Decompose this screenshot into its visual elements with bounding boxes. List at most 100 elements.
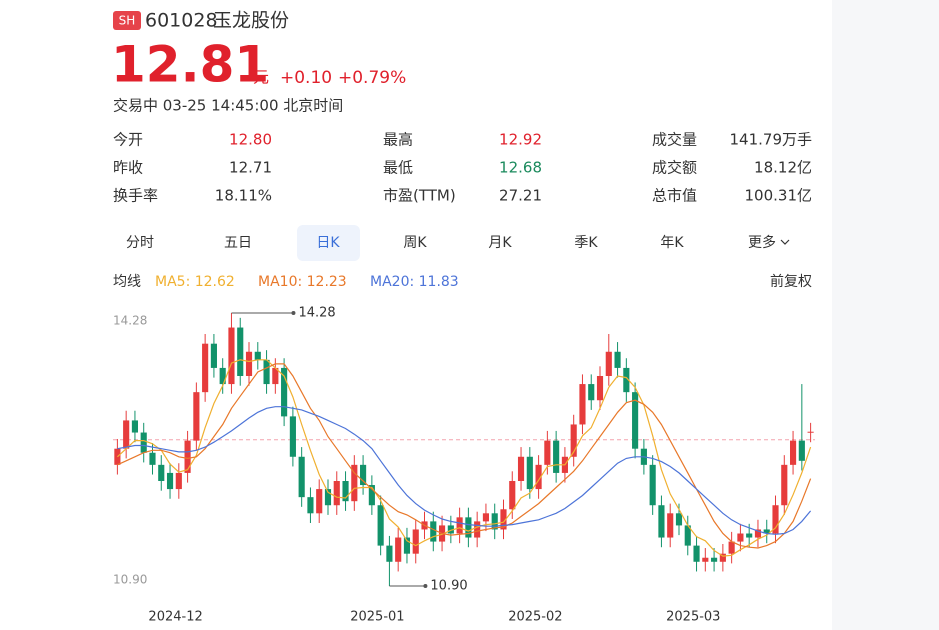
candle-body (623, 367, 630, 393)
stat-label: 市盈(TTM) (383, 187, 456, 205)
candle-body (430, 521, 437, 542)
candle-body (219, 367, 226, 385)
candle-body (254, 351, 261, 360)
candle-body (579, 384, 586, 425)
stat-value: 18.11% (215, 187, 272, 205)
price-unit: 元 (253, 68, 269, 87)
candle-body (263, 359, 270, 385)
candle-body (763, 529, 770, 534)
stat-label: 最高 (383, 131, 413, 149)
candle-body (719, 553, 726, 562)
candle-body (509, 481, 516, 510)
candle-body (123, 420, 130, 449)
candle-body (237, 327, 244, 376)
candle-body (228, 327, 235, 385)
stat-label: 总市值 (652, 187, 697, 205)
stat-label: 成交额 (652, 159, 697, 177)
y-tick-label: 14.28 (113, 314, 147, 328)
candle-body (482, 513, 490, 522)
tab[interactable]: 分时 (126, 235, 154, 251)
candle-body (184, 440, 191, 473)
candle-body (316, 489, 323, 514)
candle-body (500, 509, 507, 530)
legend-entry: MA10: 12.23 (258, 274, 347, 290)
candle-body (711, 557, 718, 562)
candle-body (605, 351, 612, 376)
candle-body (412, 529, 419, 554)
stat-label: 换手率 (113, 187, 158, 205)
stat-value: 18.12亿 (754, 159, 812, 177)
candle-body (544, 440, 551, 465)
tab[interactable]: 周K (403, 235, 427, 251)
candle-body (149, 452, 156, 465)
side-panel (832, 0, 939, 630)
candle-body (798, 440, 805, 461)
candle-body (158, 464, 165, 481)
market: SH (119, 14, 136, 28)
candle-body (245, 351, 253, 376)
ma-line (116, 359, 812, 557)
candle-body (535, 464, 542, 490)
candle-body (596, 376, 604, 401)
candle-body (553, 440, 560, 473)
candle-body (588, 384, 595, 401)
stat-value: 141.79万手 (730, 131, 813, 149)
candle-body (368, 485, 375, 506)
candle-body (491, 513, 498, 530)
candle-body (614, 351, 621, 368)
trade-status: 交易中 03-25 14:45:00 北京时间 (113, 97, 343, 115)
candle-body (465, 517, 472, 538)
high-marker-dot (291, 311, 296, 315)
adjust-mode[interactable]: 前复权 (770, 273, 812, 290)
candle-body (684, 525, 691, 546)
candle-body (807, 431, 814, 433)
stat-label: 今开 (113, 131, 143, 149)
market-badge (113, 11, 141, 30)
candle-body (395, 537, 402, 562)
candle-body (474, 521, 481, 538)
candle-body (342, 481, 349, 502)
candle-body (360, 464, 367, 486)
stat-label: 成交量 (652, 131, 697, 149)
candle-body (737, 533, 744, 542)
candle-body (728, 541, 735, 554)
tab[interactable]: 更多 (748, 234, 776, 251)
candle-body (272, 367, 279, 385)
candle-body (526, 456, 533, 490)
candle-body (772, 505, 779, 534)
more-chevron (780, 239, 790, 245)
candle-body (675, 513, 683, 526)
tab[interactable]: 月K (488, 235, 512, 251)
price-change-pct: +0.79% (338, 68, 406, 88)
low-marker-label: 10.90 (430, 579, 467, 594)
candle-body (693, 545, 700, 562)
stock-code: 601028 (145, 10, 218, 32)
tab[interactable]: 年K (660, 235, 684, 251)
legend-entry: MA20: 11.83 (370, 274, 459, 290)
candle-body (403, 537, 411, 554)
tab[interactable]: 五日 (224, 235, 252, 251)
legend-entry: MA5: 12.62 (155, 274, 235, 290)
price: 12.81 (111, 36, 269, 94)
active-tab-bg (297, 225, 360, 261)
candle-body (517, 456, 525, 481)
tab[interactable]: 季K (574, 235, 598, 251)
candle-body (789, 440, 797, 465)
candle-body (210, 343, 217, 368)
candle-body (667, 513, 674, 538)
candle-body (386, 545, 393, 562)
price-change: +0.10 (280, 68, 332, 88)
stat-value: 100.31亿 (745, 187, 813, 205)
candle-body (658, 505, 665, 538)
stock-name: 玉龙股份 (213, 10, 289, 32)
stat-value: 12.92 (499, 131, 542, 149)
candle-body (456, 517, 463, 534)
ma-line (117, 406, 812, 535)
candle-body (333, 481, 340, 506)
candle-body (193, 392, 200, 441)
tab[interactable]: 日K (316, 235, 340, 251)
candle-body (202, 343, 209, 393)
stat-value: 12.80 (229, 131, 272, 149)
stat-label: 昨收 (113, 159, 143, 177)
